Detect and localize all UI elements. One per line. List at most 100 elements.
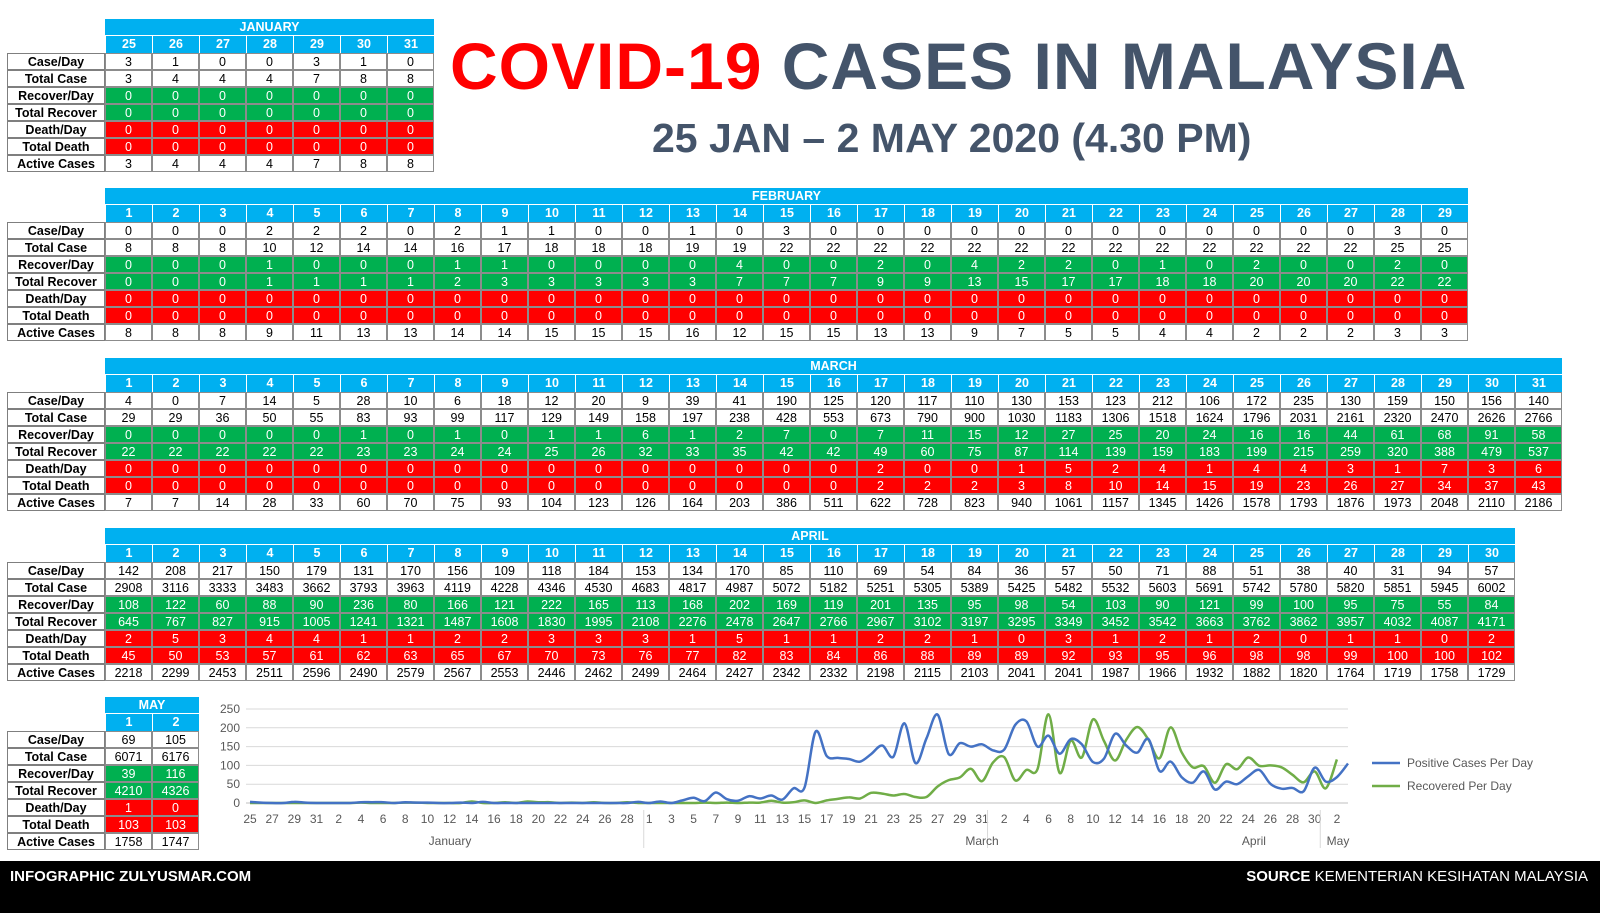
day-header: 25 [1233,205,1280,222]
death-day-cell: 0 [716,290,763,307]
total-recover-cell: 22 [1374,273,1421,290]
death-day-cell: 0 [669,290,716,307]
total-death-cell: 2 [857,477,904,494]
recover-day-cell: 60 [199,596,246,613]
active-cases-cell: 1061 [1045,494,1092,511]
recover-day-cell: 0 [340,256,387,273]
case-day-cell: 18 [481,392,528,409]
total-death-cell: 0 [1280,307,1327,324]
day-header: 29 [1421,205,1468,222]
death-day-cell: 0 [951,290,998,307]
page-title: COVID-19 CASES IN MALAYSIA [450,26,1467,106]
total-case-cell: 14 [387,239,434,256]
case-day-cell: 150 [246,562,293,579]
case-day-cell: 1 [481,222,528,239]
x-tick-label: 24 [1242,812,1256,826]
day-header: 28 [1374,375,1421,392]
day-header: 16 [810,545,857,562]
recover-day-cell: 15 [951,426,998,443]
total-recover-cell: 25 [528,443,575,460]
day-header: 29 [293,36,340,53]
active-cases-cell: 7 [293,155,340,172]
case-day-cell: 0 [387,222,434,239]
total-case-cell: 3662 [293,579,340,596]
total-case-cell: 93 [387,409,434,426]
x-tick-label: 23 [887,812,901,826]
row-label-total-recover: Total Recover [7,104,105,121]
case-day-cell: 12 [528,392,575,409]
total-death-cell: 0 [481,477,528,494]
total-case-cell: 3793 [340,579,387,596]
month-header-april: APRIL [105,528,1515,545]
day-header: 15 [763,545,810,562]
day-header: 3 [199,205,246,222]
total-death-cell: 0 [340,138,387,155]
total-case-cell: 2161 [1327,409,1374,426]
total-case-cell: 29 [105,409,152,426]
total-case-cell: 17 [481,239,528,256]
case-day-cell: 14 [246,392,293,409]
total-case-cell: 673 [857,409,904,426]
x-tick-label: 13 [776,812,790,826]
death-day-cell: 0 [998,290,1045,307]
day-header: 8 [434,375,481,392]
case-day-cell: 0 [1233,222,1280,239]
death-day-cell: 0 [575,460,622,477]
day-header: 17 [857,205,904,222]
x-tick-label: 24 [576,812,590,826]
death-day-cell: 0 [199,121,246,138]
x-month-label: April [1242,834,1266,848]
case-day-cell: 125 [810,392,857,409]
x-tick-label: 6 [380,812,387,826]
total-case-cell: 22 [1139,239,1186,256]
day-header: 26 [1280,375,1327,392]
active-cases-cell: 1973 [1374,494,1421,511]
death-day-cell: 0 [904,460,951,477]
day-header: 24 [1186,205,1233,222]
total-case-cell: 22 [1045,239,1092,256]
active-cases-cell: 2186 [1515,494,1562,511]
total-death-cell: 0 [293,307,340,324]
total-case-cell: 22 [810,239,857,256]
total-recover-cell: 23 [340,443,387,460]
total-death-cell: 0 [622,477,669,494]
total-death-cell: 0 [340,307,387,324]
total-case-cell: 50 [246,409,293,426]
recover-day-cell: 165 [575,596,622,613]
day-header: 28 [246,36,293,53]
total-recover-cell: 35 [716,443,763,460]
death-day-cell: 0 [716,460,763,477]
recover-day-cell: 1 [434,256,481,273]
x-tick-label: 22 [1219,812,1233,826]
recover-day-cell: 95 [951,596,998,613]
active-cases-cell: 1157 [1092,494,1139,511]
case-day-cell: 142 [105,562,152,579]
death-day-cell: 5 [1045,460,1092,477]
row-label-case-day: Case/Day [7,53,105,70]
death-day-cell: 0 [105,290,152,307]
day-header: 11 [575,205,622,222]
total-death-cell: 3 [998,477,1045,494]
total-case-cell: 4683 [622,579,669,596]
total-case-cell: 18 [622,239,669,256]
case-day-cell: 0 [1186,222,1233,239]
recover-day-cell: 0 [622,256,669,273]
x-tick-label: 14 [1131,812,1145,826]
recover-day-cell: 202 [716,596,763,613]
total-recover-cell: 0 [105,273,152,290]
total-case-cell: 3116 [152,579,199,596]
y-tick-label: 200 [220,721,240,735]
case-day-cell: 38 [1280,562,1327,579]
day-header: 27 [1327,205,1374,222]
x-month-label: January [429,834,472,848]
row-label-total-death: Total Death [7,477,105,494]
death-day-cell: 0 [575,290,622,307]
total-death-cell: 0 [575,307,622,324]
recover-day-cell: 80 [387,596,434,613]
death-day-cell: 0 [763,460,810,477]
active-cases-cell: 8 [105,324,152,341]
total-case-cell: 6002 [1468,579,1515,596]
total-case-cell: 1306 [1092,409,1139,426]
total-case-cell: 4530 [575,579,622,596]
